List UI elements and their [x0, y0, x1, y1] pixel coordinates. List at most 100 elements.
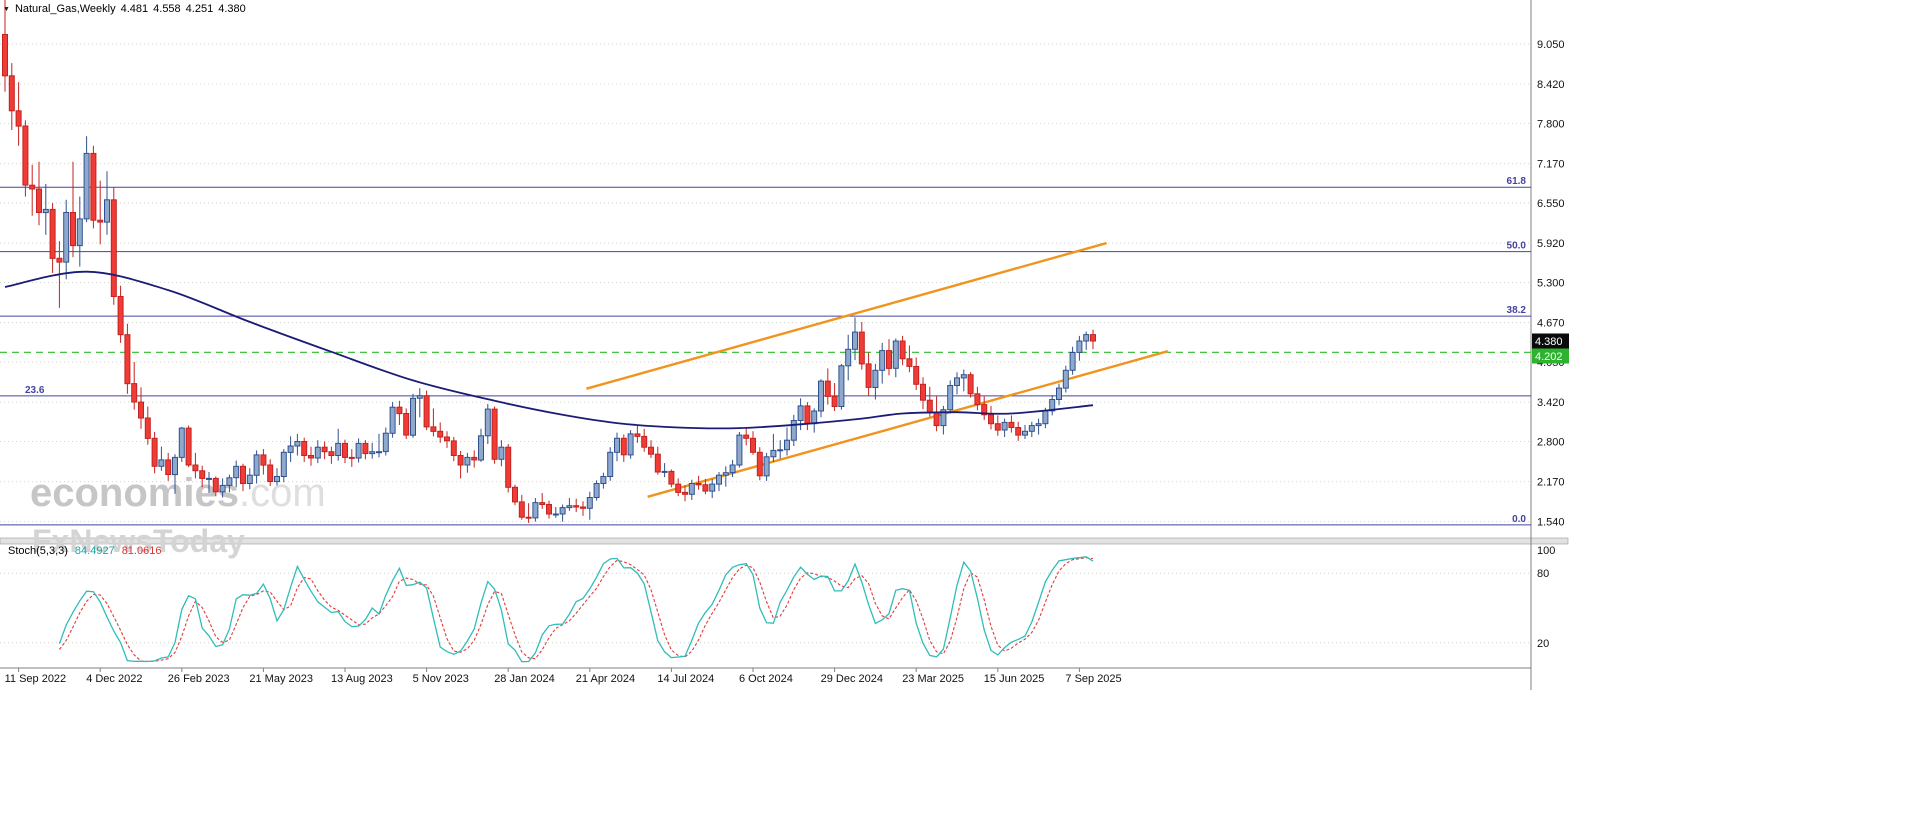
time-axis-label[interactable]: 4 Dec 2022	[86, 673, 142, 685]
panel-splitter[interactable]	[0, 537, 1569, 545]
price-axis-label[interactable]: 2.800	[1537, 437, 1565, 449]
candle-body	[940, 409, 947, 427]
price-axis-label[interactable]: 5.300	[1537, 278, 1565, 290]
trend-channel-line[interactable]	[586, 241, 1107, 390]
candle-body	[212, 477, 219, 493]
candle-body	[634, 433, 641, 437]
candle-body	[1090, 334, 1096, 342]
candle-body	[906, 358, 913, 367]
indicator-d-value: 81.0616	[121, 545, 162, 557]
candle-body	[348, 456, 355, 459]
time-axis-label[interactable]: 21 May 2023	[249, 673, 313, 685]
candle-body	[709, 483, 716, 492]
stoch-axis-label[interactable]: 20	[1537, 638, 1549, 650]
time-axis-label[interactable]: 14 Jul 2024	[657, 673, 714, 685]
price-axis-label[interactable]: 7.800	[1537, 119, 1565, 131]
moving-average-line[interactable]	[4, 270, 1094, 430]
candle-body	[933, 412, 940, 427]
time-axis-label[interactable]: 21 Apr 2024	[576, 673, 635, 685]
time-axis-label[interactable]: 15 Jun 2025	[984, 673, 1045, 685]
ohlc-high: 4.558	[153, 3, 181, 15]
candle-body	[892, 340, 899, 369]
candle-body	[539, 502, 546, 506]
price-axis-label[interactable]: 1.540	[1537, 517, 1565, 529]
candle-body	[29, 184, 36, 190]
candle-body	[22, 125, 29, 186]
symbol-period-label: Natural_Gas,Weekly	[14, 3, 116, 15]
time-axis-label[interactable]: 7 Sep 2025	[1065, 673, 1121, 685]
watermark-logo: economies.com	[30, 471, 326, 515]
candle-body	[287, 445, 294, 453]
candle-body	[144, 417, 151, 439]
candle-body	[899, 340, 906, 360]
time-axis-label[interactable]: 11 Sep 2022	[5, 673, 67, 685]
candle-body	[498, 446, 505, 460]
time-axis-label[interactable]: 5 Nov 2023	[413, 673, 469, 685]
candle-body	[525, 516, 532, 519]
candle-body	[444, 436, 450, 442]
candle-body	[886, 350, 892, 369]
ohlc-low: 4.251	[185, 3, 214, 15]
candle-body	[403, 413, 410, 436]
candle-body	[430, 426, 437, 432]
candle-body	[1008, 421, 1015, 428]
price-axis-label[interactable]: 8.420	[1537, 79, 1565, 91]
stoch-axis-label[interactable]: 100	[1537, 545, 1555, 557]
candle-body	[246, 474, 253, 485]
candle-body	[505, 446, 512, 488]
candle-body	[926, 399, 933, 414]
candle-body	[920, 383, 926, 401]
candle-body	[369, 451, 376, 455]
price-axis-label[interactable]: 3.420	[1537, 397, 1565, 409]
candle-body	[763, 456, 770, 477]
price-axis-label[interactable]: 9.050	[1537, 39, 1565, 51]
candle-body	[974, 393, 981, 406]
candle-body	[131, 383, 138, 403]
candle-body	[1083, 334, 1090, 342]
candle-body	[56, 257, 63, 263]
time-axis-label[interactable]: 29 Dec 2024	[821, 673, 883, 685]
indicator-k-value: 84.4927	[74, 545, 115, 557]
candle-body	[328, 451, 335, 457]
candle-body	[559, 507, 566, 515]
candle-body	[654, 453, 661, 473]
candle-body	[845, 348, 852, 367]
candle-body	[811, 410, 818, 425]
candle-body	[185, 427, 192, 466]
candle-body	[552, 513, 559, 516]
time-axis-label[interactable]: 26 Feb 2023	[168, 673, 230, 685]
candle-body	[872, 369, 879, 388]
candle-body	[784, 439, 790, 451]
price-axis-label[interactable]: 5.920	[1537, 238, 1565, 250]
time-axis-label[interactable]: 23 Mar 2025	[902, 673, 964, 685]
candle-body	[566, 505, 573, 509]
price-axis-label[interactable]: 4.670	[1537, 318, 1565, 330]
candle-body	[457, 455, 464, 466]
fib-level-label: 38.2	[1507, 305, 1527, 316]
candle-body	[736, 434, 743, 466]
candle-body	[396, 406, 403, 415]
candle-body	[1076, 340, 1083, 353]
time-axis-label[interactable]: 13 Aug 2023	[331, 673, 393, 685]
watermark-brand: economies	[30, 471, 239, 515]
price-axis-label[interactable]: 2.170	[1537, 477, 1565, 489]
candle-body	[15, 110, 22, 127]
time-axis-label[interactable]: 6 Oct 2024	[739, 673, 793, 685]
price-axis-label[interactable]: 6.550	[1537, 198, 1565, 210]
candle-body	[240, 465, 246, 484]
candle-body	[464, 456, 471, 466]
candle-body	[362, 442, 369, 455]
candle-body	[49, 208, 56, 259]
time-axis-label[interactable]: 28 Jan 2024	[494, 673, 555, 685]
candle-body	[450, 440, 457, 456]
price-axis-label[interactable]: 7.170	[1537, 159, 1565, 171]
candle-body	[532, 502, 539, 519]
candle-body	[1015, 427, 1022, 436]
stoch-axis-label[interactable]: 80	[1537, 568, 1549, 580]
candle-body	[790, 420, 797, 441]
candle-body	[76, 218, 83, 247]
symbol-marker-icon: ▼	[3, 5, 10, 13]
candle-body	[165, 459, 172, 475]
ohlc-open: 4.481	[120, 3, 149, 15]
